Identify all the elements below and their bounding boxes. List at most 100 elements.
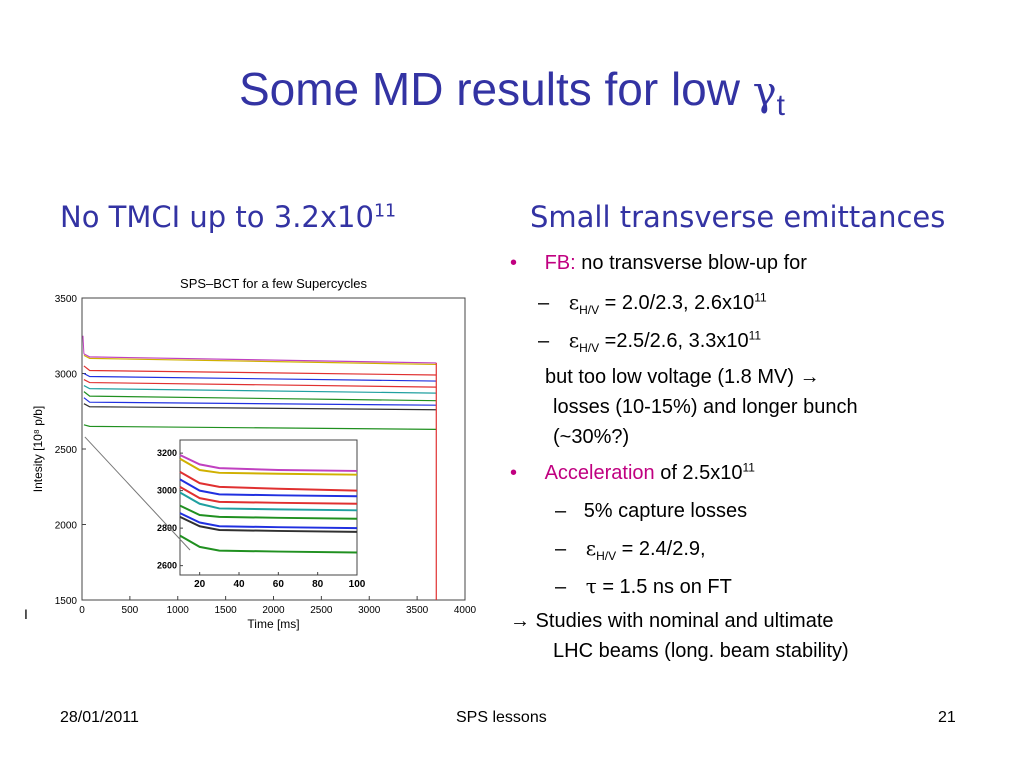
zoom-connector [84, 436, 191, 551]
hv-sub: H/V [596, 549, 617, 563]
title-subscript: t [776, 89, 786, 122]
dash: – [538, 330, 550, 352]
dash: – [555, 576, 567, 598]
emittance-2-text: =2.5/2.6, 3.3x10 [599, 330, 749, 352]
series-line [83, 372, 437, 382]
acceleration-text: of 2.5x10 [654, 462, 743, 484]
inset-y-tick-label: 2600 [157, 561, 177, 571]
bullet-acceleration: • Acceleration of 2.5x1011 [510, 460, 755, 485]
para-line-1: but too low voltage (1.8 MV) → [545, 366, 820, 388]
sub-item-emittance-2: – εH/V =2.5/2.6, 3.3x1011 [538, 328, 762, 355]
sub-item-tau: – τ = 1.5 ns on FT [555, 574, 732, 599]
y-tick-label: 3000 [55, 370, 78, 381]
dash: – [555, 500, 567, 522]
slide-title: Some MD results for low γt [0, 62, 1024, 121]
bullet-fb: • FB: no transverse blow-up for [510, 252, 807, 275]
inset-series-line [179, 491, 358, 512]
fb-text: no transverse blow-up for [575, 252, 807, 274]
inset-y-tick-label: 3000 [157, 486, 177, 496]
y-tick-label: 2000 [55, 521, 78, 532]
footer-page-number: 21 [938, 709, 956, 726]
title-text: Some MD results for low [238, 63, 753, 115]
epsilon-symbol: ε [568, 328, 580, 352]
series-line [83, 424, 437, 430]
left-heading-sup: 11 [373, 201, 397, 222]
sub-item-capture: – 5% capture losses [555, 500, 747, 523]
inset-frame [179, 439, 358, 576]
x-tick-label: 4000 [454, 605, 477, 616]
inset-series-line [179, 457, 358, 476]
bullet-marker: • [510, 462, 518, 484]
inset-series-line [179, 534, 358, 554]
series-line [83, 365, 437, 376]
tau-symbol: τ [585, 574, 597, 598]
series-line [83, 354, 437, 366]
bullet-marker: • [510, 252, 518, 274]
inset-x-tick-label: 60 [273, 579, 285, 590]
inset-x-tick-label: 20 [194, 579, 206, 590]
tau-text: = 1.5 ns on FT [596, 576, 732, 598]
inset-y-tick-label: 2800 [157, 523, 177, 533]
series-line [83, 385, 437, 394]
fb-label: FB: [544, 252, 576, 274]
left-heading: No TMCI up to 3.2x1011 [60, 200, 396, 234]
x-tick-label: 3000 [358, 605, 381, 616]
stray-mark: I [24, 606, 28, 622]
initial-spike [82, 335, 85, 354]
right-heading-text: Small transverse emittances [530, 200, 946, 234]
emittance-2-sup: 11 [748, 328, 762, 343]
y-tick-label: 2500 [55, 445, 78, 456]
hv-sub: H/V [579, 341, 600, 355]
x-axis-label: Time [ms] [247, 617, 299, 631]
inset-x-tick-label: 80 [312, 579, 324, 590]
inset-x-tick-label: 100 [349, 579, 366, 590]
inset-series-line [179, 515, 358, 533]
conclusion-line-1: → Studies with nominal and ultimate [510, 610, 834, 632]
y-axis-label: Intesity [10⁸ p/b] [31, 406, 45, 492]
inset-series-line [179, 486, 358, 505]
dash: – [538, 292, 550, 314]
inset-series-line [179, 504, 358, 520]
chart-title: SPS–BCT for a few Supercycles [180, 276, 367, 291]
title-gamma-symbol: γ [752, 69, 777, 115]
right-heading: Small transverse emittances [530, 200, 945, 234]
epsilon-symbol: ε [585, 536, 597, 560]
x-tick-label: 500 [122, 605, 139, 616]
para-line-2: losses (10-15%) and longer bunch [553, 396, 858, 418]
y-tick-label: 3500 [55, 294, 78, 305]
capture-text: 5% capture losses [583, 500, 748, 522]
inset-y-tick-label: 3200 [157, 448, 177, 458]
bct-chart: SPS–BCT for a few Supercycles 0 500 1000 150… [31, 276, 477, 631]
series-line [83, 397, 437, 406]
conclusion-line-2: LHC beams (long. beam stability) [553, 640, 849, 662]
acceleration-sup: 11 [742, 460, 755, 475]
x-tick-label: 1000 [167, 605, 190, 616]
x-tick-label: 0 [79, 605, 85, 616]
inset-x-tick-label: 40 [233, 579, 245, 590]
x-tick-label: 2000 [262, 605, 285, 616]
footer-center: SPS lessons [456, 709, 547, 726]
y-tick-label: 1500 [55, 596, 78, 607]
inset-series-line [179, 471, 358, 492]
emittance-1-sup: 11 [754, 290, 767, 305]
x-tick-label: 1500 [215, 605, 238, 616]
emittance-1-text: = 2.0/2.3, 2.6x10 [599, 292, 755, 314]
series-line [83, 391, 437, 402]
inset-series-line [179, 512, 358, 530]
series-line [83, 403, 437, 411]
sub-item-emittance-1: – εH/V = 2.0/2.3, 2.6x1011 [538, 290, 767, 317]
para-line-3: (~30%?) [553, 426, 630, 448]
dash: – [555, 538, 567, 560]
inset-series-line [179, 478, 358, 498]
series-line [83, 379, 437, 388]
acceleration-label: Acceleration [544, 462, 655, 484]
footer-date: 28/01/2011 [60, 709, 139, 726]
hv-sub: H/V [579, 303, 600, 317]
sub-item-emittance-3: – εH/V = 2.4/2.9, [555, 536, 706, 563]
epsilon-symbol: ε [568, 290, 580, 314]
x-tick-label: 2500 [310, 605, 333, 616]
inset-series-line [179, 454, 358, 472]
emittance-3-text: = 2.4/2.9, [616, 538, 706, 560]
left-heading-text: No TMCI up to 3.2x10 [60, 200, 374, 234]
x-tick-label: 3500 [406, 605, 429, 616]
